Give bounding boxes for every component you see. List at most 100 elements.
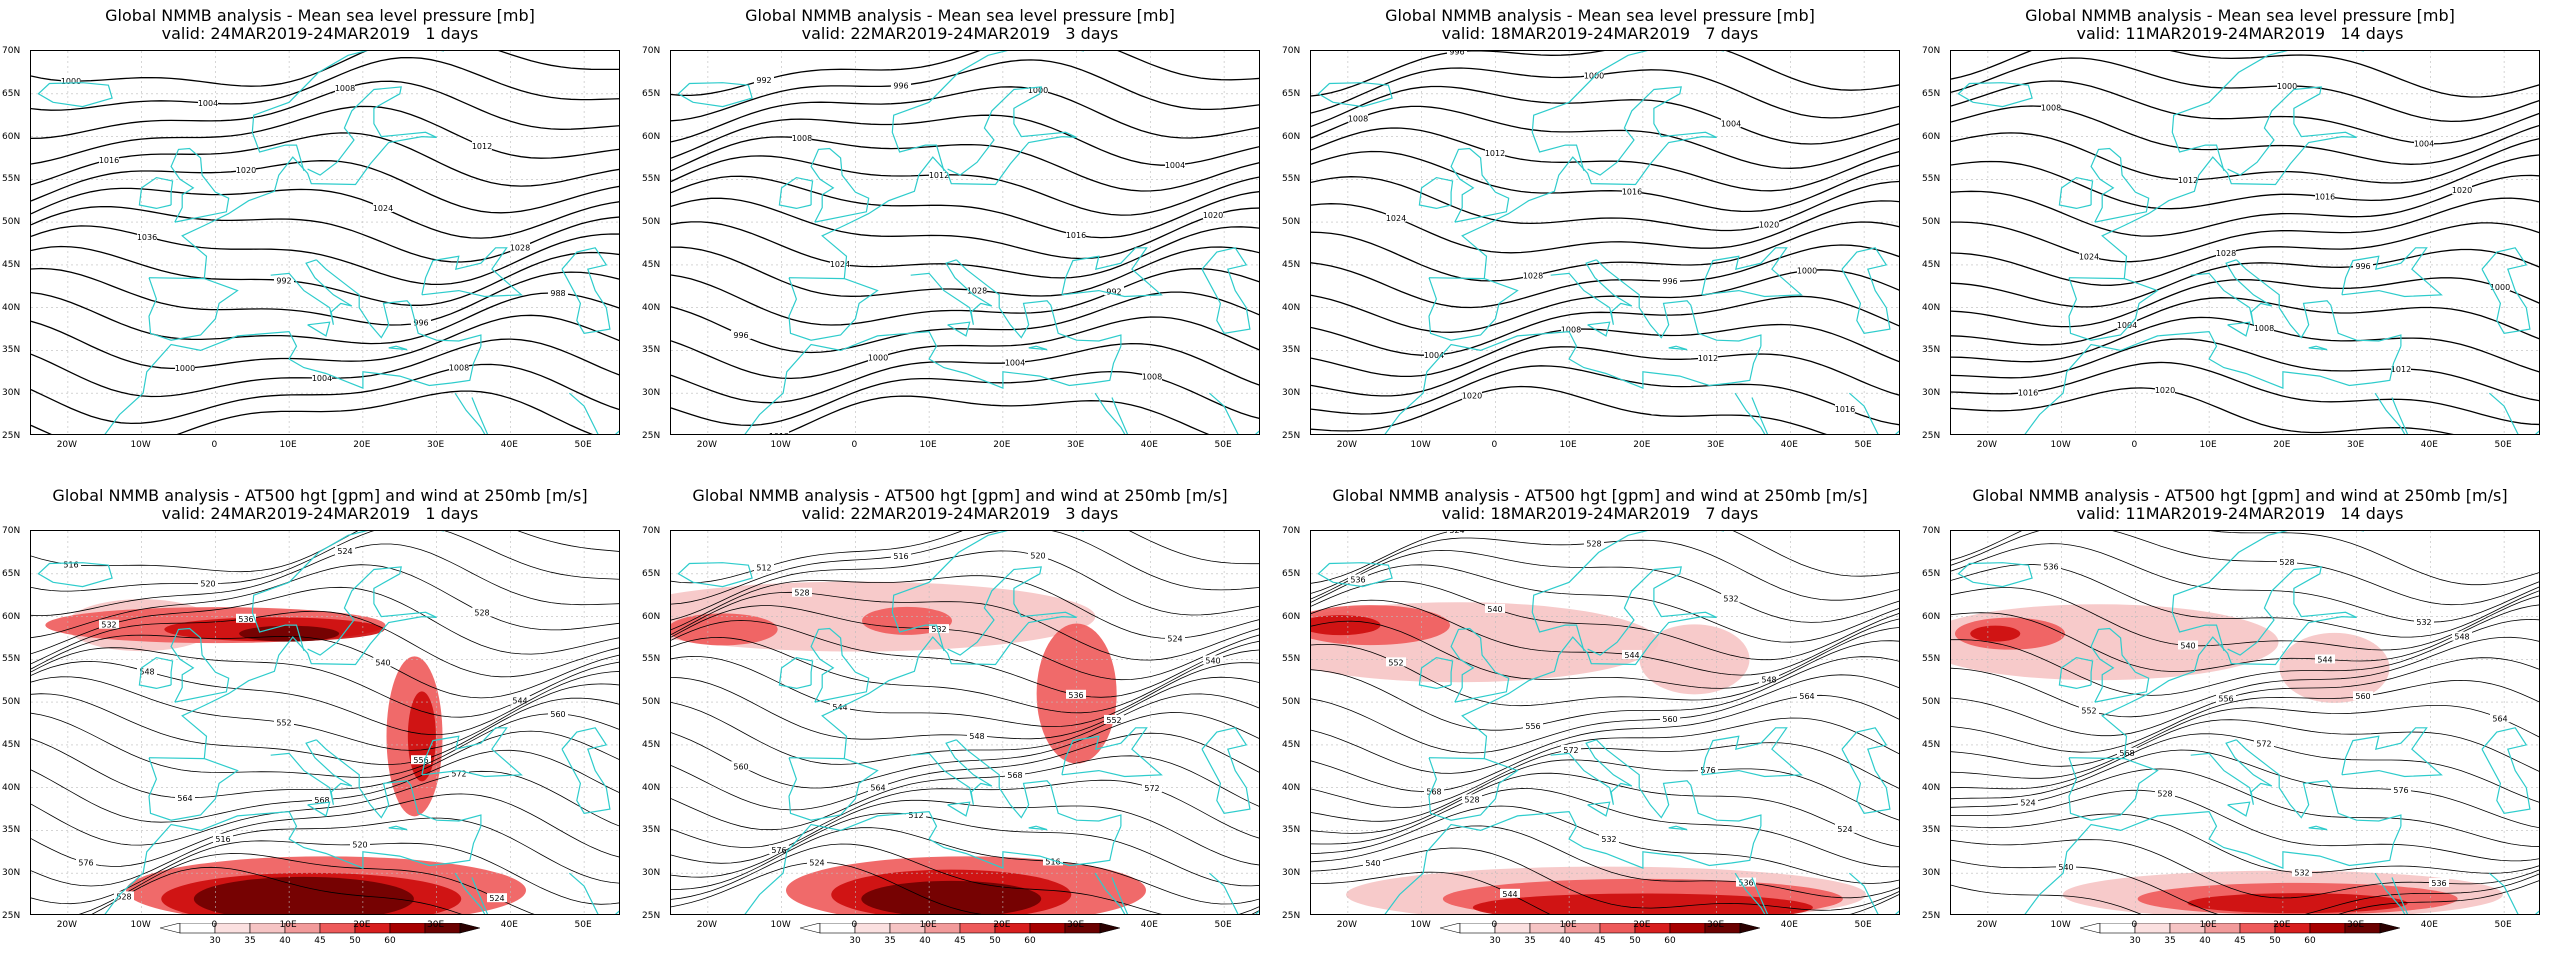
isoline-label: 1028 (1523, 272, 1543, 281)
longitude-label: 0 (851, 920, 858, 930)
isoline (671, 550, 1259, 621)
latitude-label: 45N (642, 259, 661, 270)
panel-title: Global NMMB analysis - AT500 hgt [gpm] a… (1332, 486, 1868, 505)
isoline (31, 51, 619, 87)
isoline (671, 246, 1259, 297)
coastline (148, 277, 239, 341)
isoline-label: 564 (2492, 714, 2507, 723)
longitude-label: 10E (919, 920, 937, 930)
isoline-label: 540 (1205, 656, 1220, 665)
isoline (1951, 174, 2539, 237)
coastline (1111, 877, 1129, 914)
coastline (2058, 656, 2094, 690)
isoline-label: 560 (1662, 715, 1677, 724)
coastlines (677, 531, 1259, 914)
isoline-label: 1004 (1721, 119, 1741, 128)
isoline (671, 531, 1259, 605)
colorbar-label: 45 (314, 936, 326, 946)
isoline (1951, 636, 2539, 718)
isoline (1311, 127, 1899, 192)
isoline-label: 516 (215, 835, 230, 844)
coastline (1751, 877, 1769, 914)
isoline (1311, 825, 1899, 899)
coastline (138, 656, 174, 690)
coastline (1384, 810, 1762, 914)
longitude-label: 30E (427, 440, 445, 450)
isoline (671, 605, 1259, 681)
isoline-label: 576 (78, 859, 93, 868)
isoline (1311, 531, 1899, 584)
isoline-label: 532 (1601, 835, 1616, 844)
coastline (788, 277, 879, 341)
coastline (1701, 727, 1803, 778)
coastline (148, 757, 239, 821)
coastline (1094, 392, 1126, 434)
longitude-label: 20E (2273, 920, 2291, 930)
isoline-label: 524 (489, 894, 504, 903)
coastline (2489, 392, 2519, 434)
colorbar-low-arrow (2080, 923, 2101, 934)
isoline (1951, 657, 2539, 737)
isoline (1311, 85, 1899, 145)
coastline (1061, 727, 1163, 778)
isoline-label: 1020 (1203, 211, 1223, 220)
coastline (778, 176, 814, 210)
isoline (1311, 694, 1899, 774)
isoline (671, 59, 1259, 122)
coastline (1668, 825, 1688, 831)
colorbar-label: 35 (2164, 936, 2176, 946)
isoline (671, 197, 1259, 260)
colorbar-label: 40 (1559, 936, 1571, 946)
colorbar-label: 30 (849, 936, 861, 946)
colorbar-low-arrow (1440, 923, 1461, 934)
longitude-label: 0 (211, 440, 218, 450)
isoline-label: 996 (733, 331, 748, 340)
isoline-label: 540 (375, 658, 390, 667)
coastline (1668, 345, 1688, 351)
panel-title: Global NMMB analysis - Mean sea level pr… (2025, 6, 2455, 25)
coastline (1209, 872, 1239, 914)
panel-valid-period: valid: 18MAR2019-24MAR2019 7 days (1441, 24, 1759, 43)
isoline (31, 314, 619, 370)
longitude-label: 30E (1067, 440, 1085, 450)
coastline (1894, 430, 1899, 434)
longitude-label: 10E (279, 440, 297, 450)
isoline-label: 532 (2416, 618, 2431, 627)
longitude-label: 30E (2347, 920, 2365, 930)
isoline-group: 992 996 1000 1004 1008 1012 1016 1020 1024 1028 99… (671, 51, 1259, 434)
isoline (1311, 67, 1899, 119)
mslp-panel-1day: Global NMMB analysis - Mean sea level pr… (0, 0, 640, 480)
coastline (251, 51, 444, 171)
latitude-label: 45N (2, 259, 21, 270)
isoline (1311, 51, 1899, 97)
isoline-label: 552 (2081, 707, 2096, 716)
isoline-label: 552 (1106, 716, 1121, 725)
longitude-label: 40E (1140, 440, 1158, 450)
colorbar-label: 40 (279, 936, 291, 946)
isoline-label: 524 (1449, 531, 1464, 535)
coastline (2024, 810, 2402, 914)
isoline (671, 732, 1259, 811)
latitude-label: 45N (1922, 739, 1941, 750)
isoline (671, 268, 1259, 326)
latitude-label: 70N (2, 46, 21, 56)
wind-shading (1951, 604, 2503, 914)
colorbar-label: 45 (2234, 936, 2246, 946)
coastline (2341, 247, 2443, 298)
isoline (31, 56, 619, 111)
wind-speed-area (2187, 893, 2408, 914)
isoline-label: 536 (1350, 575, 1365, 584)
latitude-label: 60N (2, 611, 21, 622)
coastline (170, 627, 230, 703)
isoline-label: 1016 (99, 156, 119, 165)
isoline (1311, 564, 1899, 643)
isoline (1951, 248, 2539, 308)
isoline (1951, 587, 2539, 651)
coastline (1841, 247, 1891, 334)
isoline-label: 544 (1624, 651, 1639, 660)
coastline (677, 82, 753, 108)
isoline (671, 114, 1259, 166)
panel-title: Global NMMB analysis - AT500 hgt [gpm] a… (692, 486, 1228, 505)
coastline (2308, 345, 2328, 351)
isoline (31, 245, 619, 306)
